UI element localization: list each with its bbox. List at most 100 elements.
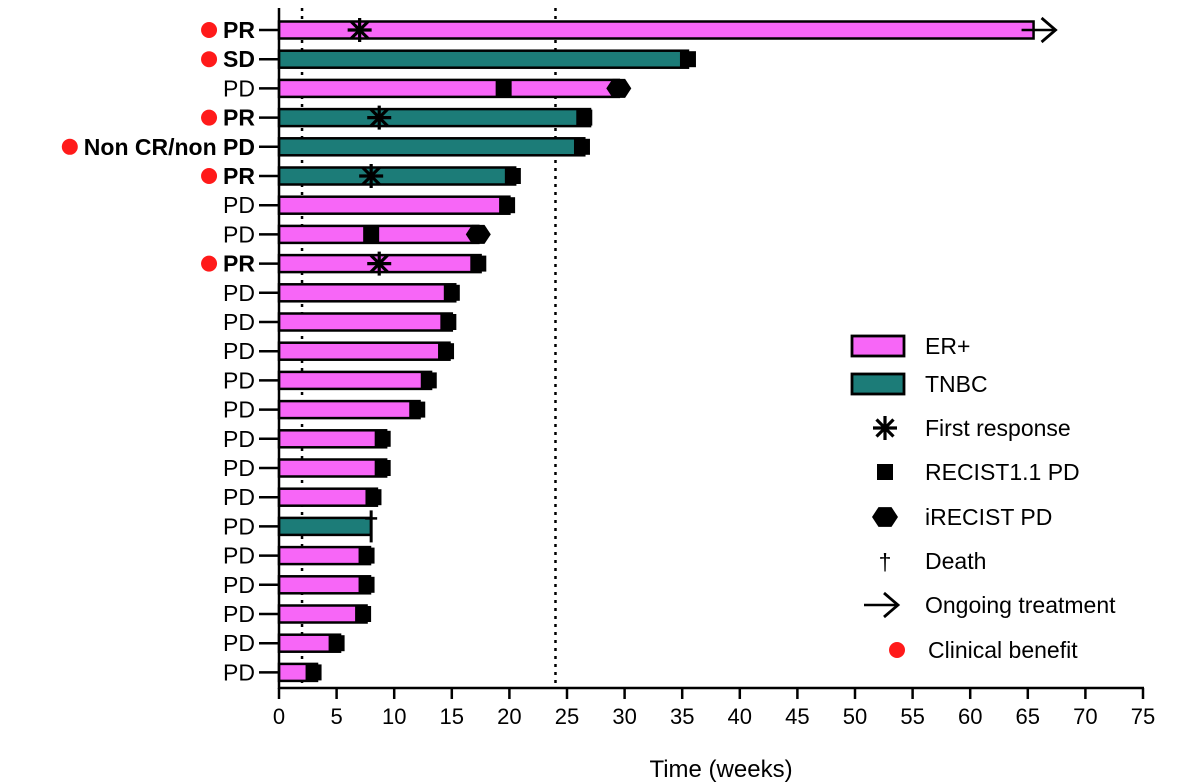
legend-dagger-icon: † — [879, 549, 892, 575]
legend-item-first: First response — [873, 415, 1071, 441]
x-tick-label: 10 — [382, 704, 406, 729]
treatment-bar — [277, 399, 421, 420]
row-label: PD — [223, 630, 255, 656]
clinical-benefit-dot — [201, 109, 218, 126]
first-response-marker-stroke — [369, 107, 389, 128]
recist-pd-marker — [440, 314, 457, 330]
x-axis-title: Time (weeks) — [649, 756, 792, 783]
row-label: SD — [223, 46, 255, 72]
legend-asterisk-icon — [873, 416, 897, 440]
first-response-marker — [367, 105, 392, 130]
recist-pd-marker — [374, 430, 391, 447]
patient-row — [277, 487, 382, 507]
y-axis: PR SD PD PR Non CR/non PD PR PD PD PR PD PD PD PD PD P… — [61, 8, 281, 689]
recist-pd-marker — [409, 401, 426, 418]
clinical-benefit-dot — [201, 22, 218, 38]
patient-row — [277, 78, 632, 99]
treatment-bar — [277, 78, 621, 99]
patient-row — [277, 105, 593, 130]
patient-row — [277, 399, 426, 420]
clinical-benefit-dot — [201, 168, 218, 184]
legend-label: iRECIST PD — [925, 504, 1052, 530]
recist-pd-marker — [504, 168, 521, 184]
row-label: PD — [223, 601, 255, 627]
row-label: PR — [223, 105, 255, 131]
row-label: PD — [223, 513, 255, 539]
legend-item-death: † Death — [879, 548, 987, 575]
row-label: PD — [223, 280, 255, 306]
row-label: PD — [223, 543, 255, 569]
recist-pd-marker — [305, 664, 322, 681]
treatment-bar — [277, 20, 1035, 40]
patient-row — [277, 662, 322, 683]
recist-pd-marker — [576, 109, 593, 126]
x-tick-label: 25 — [555, 704, 579, 729]
patient-row — [277, 137, 590, 157]
x-tick-label: 60 — [958, 704, 982, 729]
treatment-bar — [277, 458, 388, 478]
x-tick-label: 20 — [497, 704, 521, 729]
recist-pd-marker — [365, 489, 382, 506]
ongoing-arrow — [1021, 16, 1058, 44]
row-label: PD — [223, 484, 255, 510]
treatment-bar — [277, 137, 586, 157]
first-response-marker — [359, 164, 384, 188]
patient-row — [277, 251, 487, 276]
x-axis: 0 5 10 15 20 25 30 35 40 45 50 55 60 65 70 75 — [273, 686, 1155, 729]
legend-square-icon — [877, 464, 893, 480]
legend-label: Ongoing treatment — [925, 592, 1116, 618]
recist-pd-marker — [573, 138, 590, 155]
patient-row — [277, 429, 391, 449]
recist-pd-marker — [363, 226, 380, 243]
treatment-bar — [277, 166, 517, 186]
first-response-marker-stroke — [361, 166, 381, 186]
treatment-bar — [277, 429, 388, 449]
row-label: PD — [223, 75, 255, 101]
row-label: PR — [223, 251, 255, 277]
x-tick-label: 0 — [273, 704, 285, 729]
treatment-bar — [277, 545, 372, 566]
legend-label: First response — [925, 415, 1071, 441]
row-label: PD — [223, 192, 255, 218]
x-tick-label: 75 — [1131, 704, 1155, 729]
legend-label: RECIST1.1 PD — [925, 459, 1080, 485]
legend-item-recist: RECIST1.1 PD — [877, 459, 1080, 485]
legend-item-benefit: Clinical benefit — [889, 637, 1078, 663]
recist-pd-marker — [358, 576, 375, 593]
recist-pd-marker — [374, 460, 391, 476]
recist-pd-marker — [438, 343, 455, 360]
row-label: PD — [223, 426, 255, 452]
legend-label: Death — [925, 548, 986, 574]
row-label: PD — [223, 455, 255, 481]
recist-pd-marker — [679, 51, 696, 68]
legend-label: TNBC — [925, 371, 988, 397]
row-label: PD — [223, 309, 255, 335]
legend-swatch — [850, 334, 906, 358]
treatment-bar — [277, 312, 454, 332]
x-tick-label: 45 — [785, 704, 809, 729]
x-tick-label: 15 — [440, 704, 464, 729]
irecist-pd-marker — [465, 224, 491, 244]
legend-arrow-icon — [864, 591, 901, 619]
row-label: PD — [223, 572, 255, 598]
patient-row — [277, 510, 378, 543]
legend: ER+ TNBC First response RECIST1.1 PD iRECIST… — [850, 333, 1116, 663]
patient-row — [277, 49, 696, 69]
first-response-marker — [347, 18, 372, 42]
recist-pd-marker — [499, 197, 516, 214]
treatment-bar — [277, 604, 368, 624]
x-tick-label: 65 — [1016, 704, 1040, 729]
treatment-bar — [277, 370, 433, 391]
patient-row — [277, 341, 455, 361]
ongoing-arrow-head — [1040, 16, 1058, 44]
legend-item-er: ER+ — [850, 333, 970, 359]
row-label: PD — [223, 338, 255, 364]
row-label: Non CR/non PD — [84, 134, 255, 160]
treatment-bar — [277, 49, 690, 69]
first-response-marker-stroke — [369, 253, 389, 274]
patient-row — [277, 370, 437, 391]
row-label: PD — [223, 659, 255, 685]
patient-row — [277, 164, 521, 188]
treatment-bar — [277, 195, 511, 215]
